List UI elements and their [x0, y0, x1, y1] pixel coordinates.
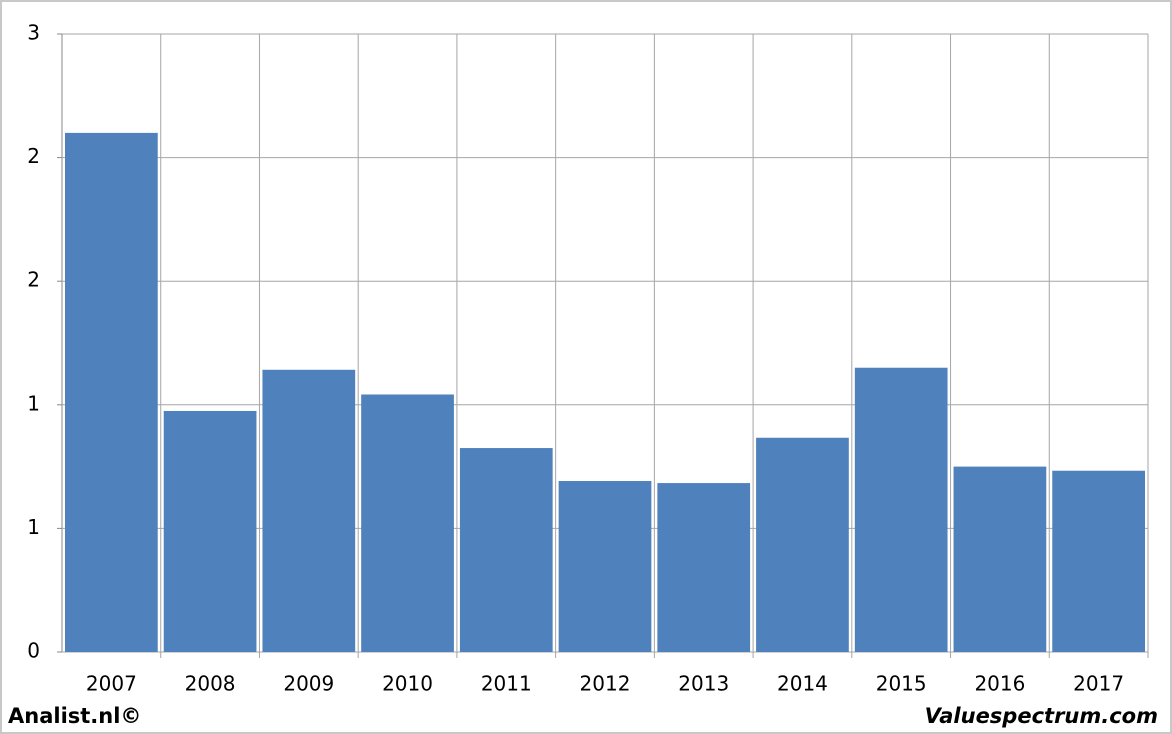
x-tick-label: 2012 [580, 672, 631, 696]
x-tick-label: 2010 [382, 672, 433, 696]
bar [361, 394, 454, 652]
bar [953, 466, 1047, 652]
bar [1052, 470, 1145, 652]
bar [854, 367, 948, 652]
x-tick-label: 2009 [283, 672, 334, 696]
y-tick-label: 1 [27, 391, 40, 415]
x-tick-label: 2011 [481, 672, 532, 696]
bar [459, 448, 553, 652]
footer-left: Analist.nl© [8, 704, 141, 728]
bar [262, 369, 356, 652]
bar [558, 481, 652, 652]
x-tick-label: 2015 [876, 672, 927, 696]
x-tick-label: 2017 [1073, 672, 1124, 696]
bar [163, 410, 257, 652]
x-tick-label: 2014 [777, 672, 828, 696]
y-tick-label: 2 [27, 144, 40, 168]
x-tick-label: 2013 [678, 672, 729, 696]
footer-right: Valuespectrum.com [925, 704, 1158, 728]
bar [65, 132, 158, 652]
bar [657, 483, 751, 652]
y-tick-label: 1 [27, 515, 40, 539]
y-tick-label: 2 [27, 268, 40, 292]
y-tick-label: 0 [27, 639, 40, 663]
x-tick-label: 2016 [974, 672, 1025, 696]
x-tick-label: 2008 [185, 672, 236, 696]
x-tick-label: 2007 [86, 672, 137, 696]
bar [756, 437, 849, 652]
y-tick-label: 3 [27, 21, 40, 45]
